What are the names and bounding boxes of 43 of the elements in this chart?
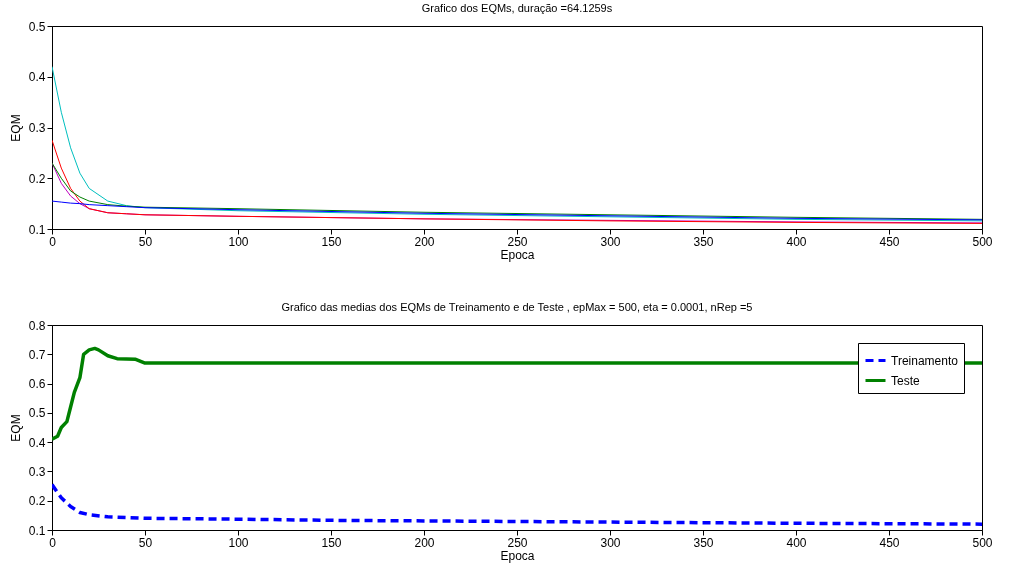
y-tick-label: 0.3: [28, 464, 46, 479]
x-tick-label: 350: [693, 234, 714, 249]
x-tick-label: 150: [321, 234, 342, 249]
y-tick-label: 0.2: [28, 494, 46, 509]
legend-label: Treinamento: [891, 353, 959, 368]
x-tick-label: 250: [507, 535, 528, 550]
x-tick-label: 300: [600, 234, 621, 249]
x-tick-label: 150: [321, 535, 342, 550]
x-tick-label: 450: [879, 234, 900, 249]
y-tick-label: 0.8: [28, 318, 46, 333]
chart-title: Grafico das medias dos EQMs de Treinamento e de Teste , epMax = 500, eta = 0.0001, nRep =5: [281, 301, 753, 313]
x-tick-label: 400: [786, 535, 807, 550]
x-tick-label: 0: [49, 535, 57, 550]
y-tick-label: 0.1: [28, 523, 46, 538]
y-tick-label: 0.4: [28, 435, 46, 450]
x-axis-title: Epoca: [500, 247, 535, 262]
x-tick-label: 500: [972, 535, 993, 550]
x-tick-label: 300: [600, 535, 621, 550]
x-tick-label: 450: [879, 535, 900, 550]
y-axis-title: EQM: [8, 414, 23, 442]
x-tick-label: 50: [138, 535, 153, 550]
y-tick-label: 0.5: [28, 406, 46, 421]
x-tick-label: 50: [138, 234, 153, 249]
y-tick-label: 0.2: [28, 171, 46, 186]
x-tick-label: 100: [228, 234, 249, 249]
x-axis-title: Epoca: [500, 548, 535, 563]
y-tick-label: 0.1: [28, 222, 46, 237]
x-tick-label: 250: [507, 234, 528, 249]
y-tick-label: 0.7: [28, 347, 46, 362]
y-tick-label: 0.3: [28, 121, 46, 135]
x-tick-label: 200: [414, 234, 435, 249]
x-tick-label: 400: [786, 234, 807, 249]
y-tick-label: 0.5: [28, 19, 46, 34]
y-tick-label: 0.6: [28, 377, 46, 392]
x-tick-label: 200: [414, 535, 435, 550]
chart-title: Grafico dos EQMs, duração =64.1259s: [421, 2, 613, 14]
x-tick-label: 350: [693, 535, 714, 550]
legend-label: Teste: [891, 373, 921, 388]
y-axis-title: EQM: [8, 114, 23, 142]
x-tick-label: 100: [228, 535, 249, 550]
x-tick-label: 500: [972, 234, 993, 249]
y-tick-label: 0.4: [28, 70, 46, 85]
x-tick-label: 0: [49, 234, 57, 249]
